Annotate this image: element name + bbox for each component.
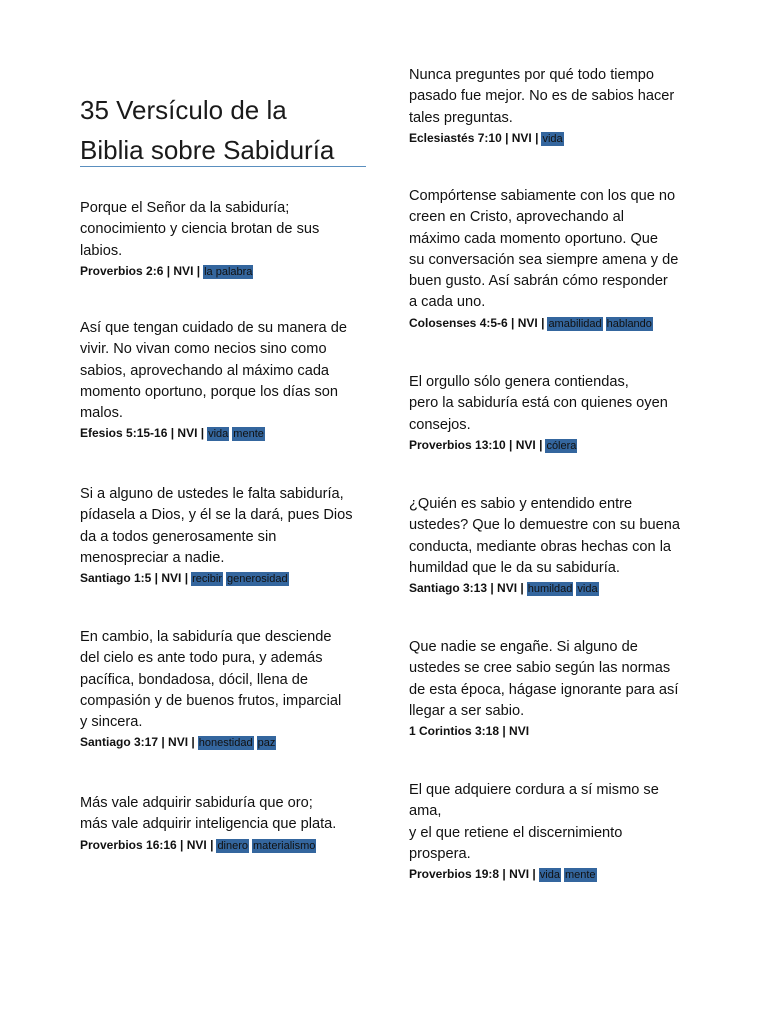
reference-text: Santiago 3:13 | NVI | (409, 581, 524, 596)
verse-line: momento oportuno, porque los días son (80, 383, 338, 400)
verse-line: Nunca preguntes por qué todo tiempo (409, 67, 655, 83)
verse-line: Compórtense sabiamente con los que no (409, 188, 676, 204)
tag: hablando (605, 316, 653, 331)
tag: vida (576, 582, 599, 597)
verse: El que adquiere cordura a sí mismo se ama… (409, 780, 659, 884)
tag: amabilidad (547, 316, 603, 331)
tag: mente (232, 427, 265, 442)
verse-line: tales preguntas. (409, 109, 513, 126)
reference: Santiago 1:5 | NVI | recibir generosidad (80, 569, 353, 588)
reference: Santiago 3:13 | NVI | humildad vida (409, 579, 680, 598)
verse-line: pídasela a Dios, y él se la dará, pues D… (80, 507, 353, 524)
reference: Santiago 3:17 | NVI | honestidad paz (80, 733, 341, 752)
reference-text: Eclesiastés 7:10 | NVI | (409, 130, 539, 145)
tag: vida (541, 131, 564, 146)
verse-line: humildad que le da su sabiduría. (409, 559, 620, 576)
reference-text: Efesios 5:15-16 | NVI | (80, 426, 205, 441)
verse-line: más vale adquirir inteligencia que plata… (80, 816, 337, 833)
verse-line: Si a alguno de ustedes le falta sabidurí… (80, 486, 344, 502)
verse: El orgullo sólo genera contiendas, pero l… (409, 372, 668, 455)
reference: Colosenses 4:5-6 | NVI | amabilidad hablan… (409, 314, 678, 333)
verse-line: Que nadie se engañe. Si alguno de (409, 639, 638, 655)
verse-line: sabios, aprovechando al máximo cada (80, 362, 330, 379)
verse: Si a alguno de ustedes le falta sabidurí… (80, 484, 353, 588)
title: 35 Versículo de la Biblia sobre Sabidurí… (80, 90, 334, 170)
verse-line: y sincera. (80, 714, 143, 731)
verse-line: menospreciar a nadie. (80, 549, 225, 566)
tag: mente (563, 868, 597, 883)
verse-line: da a todos generosamente sin (80, 528, 277, 545)
verse-line: labios. (80, 242, 123, 259)
tag: generosidad (226, 572, 289, 587)
verse-line: y el que retiene el discernimiento (409, 824, 623, 841)
verse-line: pero la sabiduría está con quienes oyen (409, 395, 668, 412)
verse: Más vale adquirir sabiduría que oro; más … (80, 793, 336, 855)
reference-text: Proverbios 19:8 | NVI | (409, 867, 536, 882)
reference-text: Proverbios 2:6 | NVI | (80, 263, 201, 278)
verse-line: de esta época, hágase ignorante para así (409, 681, 679, 698)
tag: vida (538, 868, 561, 883)
verse-line: compasión y de buenos frutos, imparcial (80, 692, 342, 709)
reference-text: 1 Corintios 3:18 | NVI (409, 724, 530, 739)
verse-line: pasado fue mejor. No es de sabios hacer (409, 88, 675, 105)
verse-line: llegar a ser sabio. (409, 702, 525, 719)
tag: humildad (526, 582, 574, 597)
verse-line: vivir. No vivan como necios sino como (80, 341, 327, 358)
reference-text: Proverbios 16:16 | NVI | (80, 837, 214, 852)
verse-line: ustedes se cree sabio según las normas (409, 660, 671, 677)
verse-line: El que adquiere cordura a sí mismo se (409, 782, 659, 798)
verse-line: ama, (409, 803, 442, 820)
verse-line: del cielo es ante todo pura, y además (80, 650, 323, 667)
reference: Proverbios 19:8 | NVI | vida mente (409, 865, 659, 884)
reference: Proverbios 2:6 | NVI | la palabra (80, 262, 319, 281)
verse: En cambio, la sabiduría que desciende del… (80, 627, 341, 752)
verse: Nunca preguntes por qué todo tiempo pasad… (409, 65, 674, 148)
tag: vida (207, 427, 230, 442)
reference-text: Colosenses 4:5-6 | NVI | (409, 315, 545, 330)
verse: Compórtense sabiamente con los que no cre… (409, 186, 678, 333)
verse: Así que tengan cuidado de su manera de vi… (80, 318, 347, 443)
reference: Proverbios 16:16 | NVI | dinero materialis… (80, 836, 336, 855)
verse-line: conocimiento y ciencia brotan de sus (80, 221, 320, 238)
tag: dinero (216, 838, 250, 853)
verse-line: a cada uno. (409, 294, 486, 311)
verse-line: su conversación sea siempre amena y de (409, 251, 679, 268)
verse-line: ustedes? Que lo demuestre con su buena (409, 517, 680, 534)
reference: Efesios 5:15-16 | NVI | vida mente (80, 424, 347, 443)
reference: 1 Corintios 3:18 | NVI (409, 722, 678, 740)
tag: recibir (191, 572, 224, 587)
title-rule (80, 166, 366, 167)
reference-text: Santiago 1:5 | NVI | (80, 571, 189, 586)
reference: Eclesiastés 7:10 | NVI | vida (409, 129, 674, 148)
verse-line: El orgullo sólo genera contiendas, (409, 374, 629, 390)
verse-line: prospera. (409, 845, 471, 862)
title-line: 35 Versículo de la (80, 95, 287, 125)
verse-line: pacífica, bondadosa, dócil, llena de (80, 671, 308, 688)
tag: paz (256, 736, 277, 751)
tag: honestidad (197, 736, 254, 751)
verse-line: Más vale adquirir sabiduría que oro; (80, 795, 313, 811)
title-line: Biblia sobre Sabiduría (80, 135, 335, 165)
verse-line: creen en Cristo, aprovechando al (409, 209, 624, 226)
verse-line: consejos. (409, 416, 471, 433)
verse-line: conducta, mediante obras hechas con la (409, 538, 672, 555)
verse: ¿Quién es sabio y entendido entre ustedes… (409, 494, 680, 598)
verse-line: buen gusto. Así sabrán cómo responder (409, 273, 668, 290)
verse-line: máximo cada momento oportuno. Que (409, 230, 659, 247)
verse-line: En cambio, la sabiduría que desciende (80, 629, 332, 645)
tag: la palabra (203, 264, 254, 279)
verse-line: Porque el Señor da la sabiduría; (80, 200, 290, 216)
verse-line: ¿Quién es sabio y entendido entre (409, 496, 633, 512)
tag: materialismo (252, 838, 317, 853)
verse: Porque el Señor da la sabiduría; conocimi… (80, 198, 319, 281)
verse: Que nadie se engañe. Si alguno de ustedes… (409, 637, 678, 740)
reference-text: Proverbios 13:10 | NVI | (409, 437, 543, 452)
verse-line: Así que tengan cuidado de su manera de (80, 320, 347, 336)
reference: Proverbios 13:10 | NVI | cólera (409, 436, 668, 455)
reference-text: Santiago 3:17 | NVI | (80, 735, 195, 750)
verse-line: malos. (80, 405, 123, 422)
tag: cólera (545, 438, 578, 453)
